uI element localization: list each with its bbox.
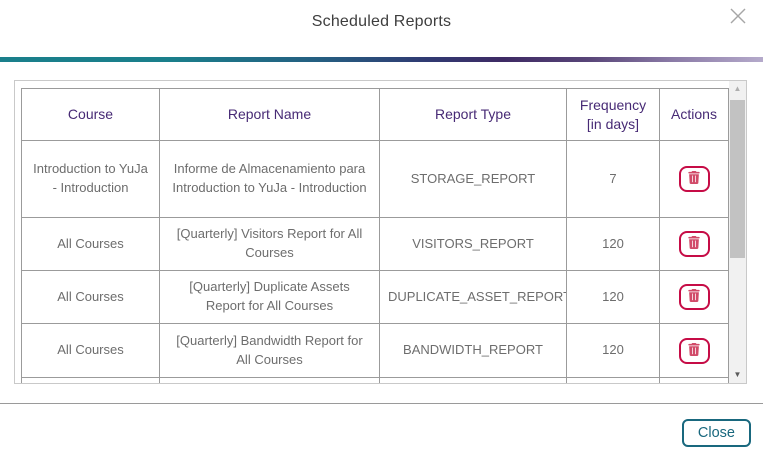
close-icon (727, 5, 749, 30)
trash-icon (688, 343, 700, 359)
table-row: All Courses [Quarterly] Bandwidth Report… (22, 324, 729, 378)
report-type-cell (380, 378, 567, 385)
chevron-down-icon: ▼ (734, 370, 742, 379)
table-header-row: Course Report Name Report Type Frequency… (22, 89, 729, 141)
report-type-cell: STORAGE_REPORT (380, 141, 567, 218)
column-header-report-name: Report Name (160, 89, 380, 141)
close-button[interactable] (725, 4, 751, 30)
column-header-actions: Actions (660, 89, 729, 141)
course-cell: All Courses (22, 218, 160, 271)
report-name-cell (160, 378, 380, 385)
report-name-cell: [Quarterly] Duplicate Assets Report for … (160, 271, 380, 324)
scheduled-reports-table: Course Report Name Report Type Frequency… (21, 88, 729, 384)
actions-cell (660, 324, 729, 378)
column-header-frequency: Frequency [in days] (567, 89, 660, 141)
scroll-down-button[interactable]: ▼ (729, 367, 746, 383)
delete-report-button[interactable] (679, 231, 710, 257)
course-cell: Introduction to YuJa - Introduction (22, 141, 160, 218)
course-cell: All Courses (22, 271, 160, 324)
frequency-cell: 120 (567, 324, 660, 378)
report-type-cell: VISITORS_REPORT (380, 218, 567, 271)
report-type-cell: DUPLICATE_ASSET_REPORT (380, 271, 567, 324)
course-cell (22, 378, 160, 385)
table-row: All Courses [Quarterly] Duplicate Assets… (22, 271, 729, 324)
course-cell: All Courses (22, 324, 160, 378)
header-gradient-divider (0, 57, 763, 62)
table-row: All Courses [Quarterly] Visitors Report … (22, 218, 729, 271)
delete-report-button[interactable] (679, 284, 710, 310)
trash-icon (688, 236, 700, 252)
report-name-cell: [Quarterly] Visitors Report for All Cour… (160, 218, 380, 271)
frequency-cell: 7 (567, 141, 660, 218)
delete-report-button[interactable] (679, 338, 710, 364)
report-name-cell: Informe de Almacenamiento para Introduct… (160, 141, 380, 218)
close-modal-button[interactable]: Close (682, 419, 751, 447)
frequency-cell: 120 (567, 218, 660, 271)
frequency-cell: 120 (567, 271, 660, 324)
column-header-course: Course (22, 89, 160, 141)
reports-scroll-area: Course Report Name Report Type Frequency… (14, 80, 747, 384)
column-header-report-type: Report Type (380, 89, 567, 141)
actions-cell (660, 271, 729, 324)
chevron-up-icon: ▲ (734, 84, 742, 93)
frequency-cell (567, 378, 660, 385)
delete-report-button[interactable] (679, 166, 710, 192)
trash-icon (688, 289, 700, 305)
footer-divider (0, 403, 763, 404)
actions-cell (660, 218, 729, 271)
scrollbar-thumb[interactable] (730, 100, 745, 258)
page-title: Scheduled Reports (0, 13, 763, 31)
table-row: Introduction to YuJa - Introduction Info… (22, 141, 729, 218)
actions-cell (660, 141, 729, 218)
table-row (22, 378, 729, 385)
vertical-scrollbar[interactable]: ▲ ▼ (729, 81, 746, 383)
actions-cell (660, 378, 729, 385)
trash-icon (688, 171, 700, 187)
report-name-cell: [Quarterly] Bandwidth Report for All Cou… (160, 324, 380, 378)
scroll-up-button[interactable]: ▲ (729, 81, 746, 97)
report-type-cell: BANDWIDTH_REPORT (380, 324, 567, 378)
